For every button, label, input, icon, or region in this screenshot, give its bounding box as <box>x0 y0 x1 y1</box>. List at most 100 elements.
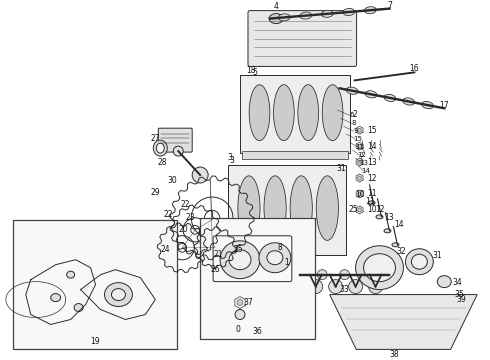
Circle shape <box>358 176 362 180</box>
Circle shape <box>358 144 362 148</box>
Bar <box>13 220 177 350</box>
Circle shape <box>200 230 224 254</box>
Text: 30: 30 <box>168 176 177 185</box>
Circle shape <box>358 128 362 132</box>
Text: 11: 11 <box>367 189 376 198</box>
Text: 25: 25 <box>233 245 243 254</box>
Ellipse shape <box>346 87 358 94</box>
Bar <box>200 218 315 339</box>
Text: 15: 15 <box>367 126 376 135</box>
Text: 20: 20 <box>178 225 188 234</box>
Ellipse shape <box>229 250 251 270</box>
Ellipse shape <box>300 12 312 19</box>
Circle shape <box>237 300 243 306</box>
Ellipse shape <box>437 276 451 288</box>
Text: 13: 13 <box>385 213 394 222</box>
Circle shape <box>358 192 362 196</box>
Circle shape <box>309 280 323 294</box>
Text: 31: 31 <box>337 163 346 172</box>
Text: 13: 13 <box>367 158 376 167</box>
Text: 15: 15 <box>353 136 362 142</box>
Ellipse shape <box>153 140 167 156</box>
Ellipse shape <box>421 102 434 109</box>
Text: 26: 26 <box>210 265 220 274</box>
Circle shape <box>340 270 350 280</box>
Ellipse shape <box>156 143 164 153</box>
Ellipse shape <box>290 176 312 240</box>
Ellipse shape <box>67 271 74 278</box>
Ellipse shape <box>343 9 355 15</box>
Text: 35: 35 <box>454 290 464 299</box>
Text: 36: 36 <box>252 327 262 336</box>
Ellipse shape <box>298 85 319 141</box>
Circle shape <box>368 280 383 294</box>
Ellipse shape <box>267 251 283 265</box>
Ellipse shape <box>269 14 283 23</box>
Ellipse shape <box>384 94 396 102</box>
Circle shape <box>362 270 372 280</box>
Ellipse shape <box>104 283 132 307</box>
Circle shape <box>329 280 343 294</box>
Ellipse shape <box>259 243 291 273</box>
Ellipse shape <box>364 254 395 282</box>
Circle shape <box>295 270 305 280</box>
Text: 4: 4 <box>274 2 279 11</box>
Ellipse shape <box>356 246 403 289</box>
Text: 6: 6 <box>349 112 354 118</box>
Text: 18: 18 <box>246 66 256 75</box>
Text: 9: 9 <box>353 128 358 134</box>
Ellipse shape <box>392 243 399 247</box>
Text: 24: 24 <box>161 245 170 254</box>
Ellipse shape <box>249 85 270 141</box>
Ellipse shape <box>384 229 391 233</box>
Ellipse shape <box>322 85 343 141</box>
Text: 28: 28 <box>158 158 167 167</box>
Ellipse shape <box>405 249 433 275</box>
Text: 11: 11 <box>365 197 374 206</box>
Ellipse shape <box>412 254 427 269</box>
Ellipse shape <box>365 91 377 98</box>
Text: 8: 8 <box>351 120 356 126</box>
Ellipse shape <box>316 176 339 240</box>
Text: 19: 19 <box>90 337 100 346</box>
Text: 3: 3 <box>230 156 235 165</box>
FancyBboxPatch shape <box>248 10 357 66</box>
Ellipse shape <box>403 98 415 105</box>
Ellipse shape <box>273 85 294 141</box>
Text: 33: 33 <box>340 285 349 294</box>
Text: 25: 25 <box>349 206 358 215</box>
Circle shape <box>235 310 245 319</box>
Bar <box>228 165 345 255</box>
Circle shape <box>358 160 362 164</box>
Text: 16: 16 <box>410 64 419 73</box>
Polygon shape <box>330 294 477 350</box>
Text: 5: 5 <box>252 68 257 77</box>
Text: 0: 0 <box>236 325 241 334</box>
Ellipse shape <box>278 14 290 21</box>
Ellipse shape <box>321 10 333 17</box>
Bar <box>242 151 347 159</box>
Circle shape <box>385 270 394 280</box>
Text: 34: 34 <box>452 278 462 287</box>
Text: 12: 12 <box>357 152 366 158</box>
Text: 8: 8 <box>277 243 282 252</box>
Text: 13: 13 <box>359 160 368 166</box>
Ellipse shape <box>238 176 260 240</box>
Text: 10: 10 <box>355 190 365 199</box>
Ellipse shape <box>264 176 286 240</box>
Ellipse shape <box>220 241 260 279</box>
Text: 32: 32 <box>396 247 406 256</box>
Text: 7: 7 <box>387 1 392 10</box>
Text: 14: 14 <box>361 168 370 174</box>
Text: 27: 27 <box>150 134 160 143</box>
Ellipse shape <box>112 289 125 301</box>
Circle shape <box>317 270 327 280</box>
Ellipse shape <box>50 294 61 302</box>
Text: 3: 3 <box>228 153 232 162</box>
Text: 10: 10 <box>367 206 376 215</box>
Text: 11: 11 <box>355 144 364 150</box>
Text: 37: 37 <box>243 298 253 307</box>
Text: 31: 31 <box>433 251 442 260</box>
Text: 17: 17 <box>440 101 449 110</box>
Text: 22: 22 <box>180 201 190 210</box>
